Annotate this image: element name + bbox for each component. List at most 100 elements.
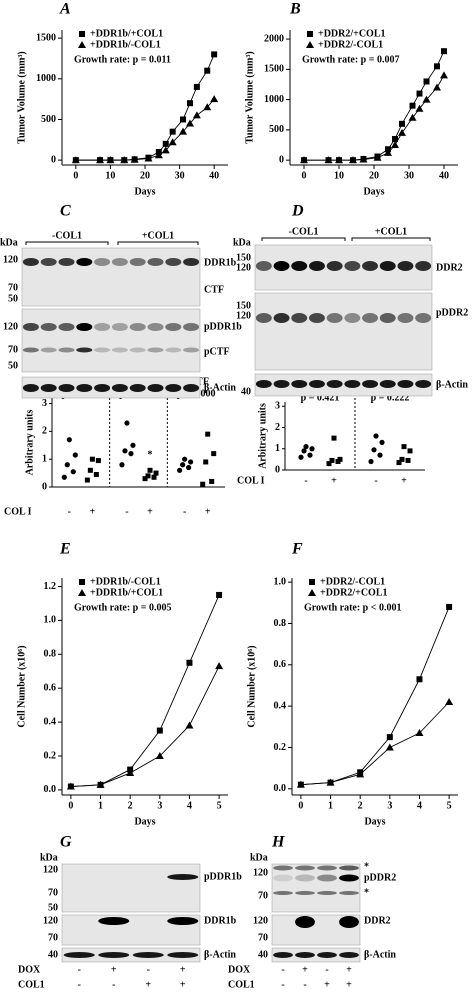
data-point xyxy=(307,452,313,458)
y-tick-label: 3 xyxy=(42,398,47,409)
data-point xyxy=(193,83,200,90)
data-point xyxy=(122,448,128,454)
blot-band xyxy=(362,313,379,323)
x-tick-label: 20 xyxy=(140,170,150,181)
kda-label: kDa xyxy=(250,852,268,863)
data-point xyxy=(309,446,315,452)
blot-strip xyxy=(21,376,201,399)
blot-band xyxy=(326,313,343,323)
x-tick-label: 2 xyxy=(358,800,363,811)
row-label: DOX xyxy=(228,964,251,975)
lane-sign: - xyxy=(325,964,328,975)
data-point xyxy=(385,743,394,751)
data-point xyxy=(356,770,365,778)
series-line xyxy=(300,606,450,786)
y-tick-label: 0.2 xyxy=(274,742,287,753)
data-point xyxy=(377,452,383,458)
data-point xyxy=(203,459,209,465)
data-point xyxy=(386,734,393,741)
x-tick-label: 1 xyxy=(98,800,103,811)
panel-letter: H xyxy=(271,834,285,851)
kda-marker: 120 xyxy=(3,254,18,265)
data-point xyxy=(210,95,219,103)
blot-label: DDR2 xyxy=(364,915,391,926)
legend-label: +DDR1b/+COL1 xyxy=(90,587,163,598)
legend-label: +DDR2/+COL1 xyxy=(318,28,386,39)
blot-band xyxy=(165,258,182,266)
blot-band xyxy=(255,313,272,323)
panel-letter: D xyxy=(291,203,304,220)
lane-sign: + xyxy=(145,979,151,990)
blot-band xyxy=(326,261,343,271)
y-tick-label: 0.4 xyxy=(44,716,57,727)
y-axis-label: Arbitrary units xyxy=(257,403,268,469)
x-tick-label: 0 xyxy=(68,800,73,811)
data-point xyxy=(185,119,194,127)
row-label: DOX xyxy=(18,964,41,975)
x-tick-label: 2 xyxy=(128,800,133,811)
blot-band xyxy=(94,258,111,266)
blot-band xyxy=(167,952,199,958)
blot-band xyxy=(308,313,325,323)
lane-sign: - xyxy=(303,979,306,990)
data-point xyxy=(192,111,201,119)
data-point xyxy=(84,477,90,483)
row-label: COL1 xyxy=(18,979,45,990)
blot-band xyxy=(22,258,39,266)
data-point xyxy=(415,104,424,112)
data-point xyxy=(203,103,212,111)
data-point xyxy=(396,460,402,466)
data-point xyxy=(399,456,405,462)
data-point xyxy=(298,454,304,460)
panel-letter: F xyxy=(291,541,303,558)
y-axis-label: Arbitrary units xyxy=(24,409,35,475)
blot-band xyxy=(362,261,379,271)
y-tick-label: 0 xyxy=(42,481,47,492)
x-tick-label: 0 xyxy=(302,170,307,181)
blot-band xyxy=(291,380,308,388)
data-point xyxy=(445,698,454,705)
data-point xyxy=(415,729,424,736)
blot-band xyxy=(58,258,75,266)
lane-header: -COL1 xyxy=(52,230,82,241)
blot-band xyxy=(339,891,359,895)
y-tick-label: 1 xyxy=(42,453,47,464)
data-point xyxy=(64,462,70,468)
y-tick-label: 2 xyxy=(42,426,47,437)
blot-band xyxy=(94,323,111,331)
data-point xyxy=(392,135,398,142)
y-tick-label: 1.0 xyxy=(44,615,57,626)
blot-strip xyxy=(61,863,201,913)
kda-marker: 40 xyxy=(241,386,251,397)
kda-marker: 120 xyxy=(236,262,251,273)
data-point xyxy=(422,95,431,103)
blot-band xyxy=(339,874,359,882)
data-point xyxy=(120,156,129,164)
blot-band xyxy=(344,380,361,388)
panel-letter: G xyxy=(60,834,72,851)
x-tick-label: 5 xyxy=(217,800,222,811)
kda-marker: 50 xyxy=(8,360,18,371)
p-value: p = 0.421 xyxy=(301,392,340,403)
x-tick-label: - xyxy=(68,506,71,517)
kda-marker: 50 xyxy=(8,293,18,304)
x-tick-label: 30 xyxy=(175,170,185,181)
series-line xyxy=(304,50,445,161)
data-point xyxy=(179,127,188,135)
blot-strip xyxy=(271,947,361,963)
data-point xyxy=(211,51,218,58)
blot-band xyxy=(295,952,315,958)
blot-band xyxy=(22,323,39,331)
y-tick-label: 3 xyxy=(275,401,280,412)
blot-band xyxy=(317,891,337,895)
blot-band xyxy=(291,261,308,271)
panel-letter: A xyxy=(59,1,71,18)
blot-label: pDDR2 xyxy=(364,872,396,883)
data-point xyxy=(324,156,333,164)
y-tick-label: 0 xyxy=(279,154,284,165)
x-tick-label: + xyxy=(147,506,153,517)
x-tick-label: 5 xyxy=(447,800,452,811)
data-point xyxy=(215,662,224,670)
y-tick-label: 500 xyxy=(41,114,56,125)
blot-band xyxy=(129,323,146,331)
